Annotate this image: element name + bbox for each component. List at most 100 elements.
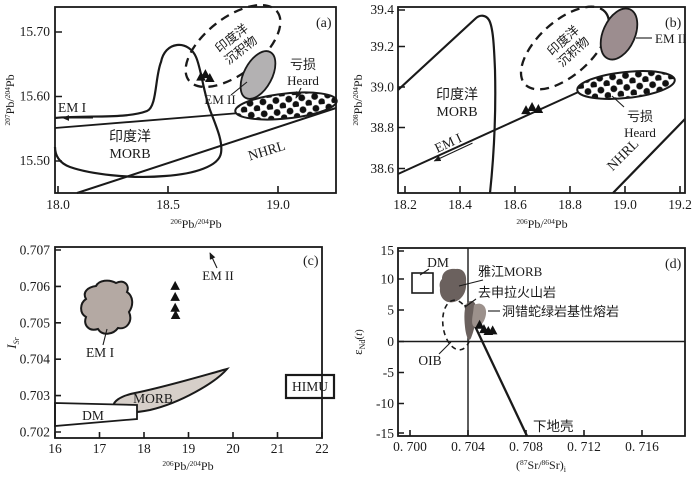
sample-triangle (196, 71, 206, 81)
em1-label: EM I (86, 345, 115, 360)
sample-triangle (533, 104, 544, 114)
plot-frame (397, 6, 686, 194)
x-tick-label: 16 (48, 441, 62, 456)
y-tick-label: 15 (381, 243, 395, 258)
indian-morb-field (53, 43, 223, 178)
y-axis-label: 208Pb/204Pb (351, 74, 365, 125)
panel-b: 印度洋 沉积物 EM II 亏损 Heard EM I 印度洋 MORB NHR… (351, 2, 692, 231)
heard-label-en: Heard (624, 125, 656, 140)
dm-label: DM (82, 408, 104, 423)
y-tick-label: 5 (387, 303, 394, 318)
y-tick-label: -5 (383, 365, 394, 380)
dm-field (411, 272, 434, 294)
oib-label: OIB (418, 353, 441, 368)
x-tick-label: 0. 700 (393, 439, 427, 454)
y-tick-label: -10 (376, 396, 394, 411)
sample-triangle (521, 105, 531, 115)
x-axis-label: 206Pb/204Pb (162, 459, 213, 473)
oib-leader-line (438, 341, 452, 355)
x-axis-ticks (54, 432, 323, 438)
x-axis-ticks (409, 430, 643, 436)
panel-tag: (b) (665, 16, 682, 31)
y-tick-label: 0.707 (20, 243, 51, 258)
em2-field (239, 50, 277, 100)
em2-leader-line (230, 81, 248, 96)
panel-tag: (a) (316, 16, 332, 31)
x-tick-label: 21 (271, 441, 285, 456)
y-axis-ticks (55, 31, 62, 162)
em1-field (80, 279, 134, 335)
panel-d: DM 雅江MORB OIB 下地壳 去申拉火山岩 洞错蛇绿岩基性熔岩 15 10… (350, 243, 686, 474)
heard-label-cn: 亏损 (290, 57, 316, 72)
heard-leader-line (611, 95, 625, 108)
y-axis-label: ISr (4, 336, 21, 349)
sample-triangle (170, 310, 181, 320)
heard-label-en: Heard (287, 73, 319, 88)
em1-label: EM I (58, 100, 87, 115)
y-axis-ticks (55, 249, 61, 433)
indian-sediment-label: 印度洋 沉积物 (544, 22, 592, 69)
y-tick-label: 0.703 (20, 388, 51, 403)
sample-points (521, 102, 544, 115)
sample-triangle (474, 319, 485, 329)
x-tick-label: 19.0 (266, 197, 290, 212)
sample-points (170, 280, 181, 320)
x-tick-label: 18.6 (503, 197, 527, 212)
panel-tag: (d) (665, 257, 682, 272)
y-tick-label: 0.704 (20, 352, 51, 367)
y-axis-ticks (398, 9, 405, 170)
y-tick-label: 15.60 (20, 89, 51, 104)
x-tick-label: 22 (315, 441, 329, 456)
x-tick-label: 18.0 (46, 197, 70, 212)
morb-label: MORB (133, 391, 173, 406)
qushenla-label: 去申拉火山岩 (478, 285, 556, 300)
heard-label-cn: 亏损 (627, 109, 653, 124)
y-tick-label: 39.2 (370, 39, 394, 54)
indian-sediment-field (519, 5, 611, 91)
sample-points (474, 319, 498, 336)
sample-triangle (170, 291, 180, 301)
y-tick-label: 38.8 (370, 120, 394, 135)
x-tick-label: 19.0 (613, 197, 637, 212)
x-tick-label: 17 (93, 441, 107, 456)
indian-morb-label-cn: 印度洋 (109, 129, 151, 145)
qushenla-field (464, 300, 477, 340)
y-tick-label: 0.706 (20, 279, 51, 294)
sample-triangle (205, 72, 215, 82)
indian-morb-label-en: MORB (436, 105, 477, 120)
y-tick-label: 0.705 (20, 315, 51, 330)
em2-label: EM II (202, 268, 233, 283)
x-tick-label: 19.2 (668, 197, 692, 212)
dm-label: DM (427, 255, 449, 270)
x-axis-ticks (57, 186, 279, 193)
x-tick-label: 0. 708 (509, 439, 543, 454)
indian-morb-field (397, 14, 497, 194)
x-tick-label: 0. 704 (451, 439, 485, 454)
qushenla-leader-line (464, 298, 477, 308)
dm-leader-line (419, 268, 430, 276)
x-tick-label: 18 (137, 441, 151, 456)
x-tick-label: 0. 716 (625, 439, 659, 454)
y-tick-label: 15.50 (20, 153, 51, 168)
x-tick-label: 18.2 (393, 197, 417, 212)
y-axis-label: εNd(t) (350, 329, 367, 355)
x-tick-label: 18.5 (156, 197, 180, 212)
em2-field (599, 7, 639, 61)
sample-triangle (527, 102, 537, 111)
sample-triangle (200, 69, 211, 79)
x-axis-ticks (404, 186, 681, 193)
x-axis-label: (87Sr/86Sr)i (516, 458, 567, 474)
x-tick-label: 19 (182, 441, 196, 456)
panel-tag: (c) (303, 254, 319, 269)
y-tick-label: 0 (387, 334, 394, 349)
dongcuo-field (472, 303, 487, 328)
y-tick-label: 39.0 (370, 80, 394, 95)
indian-morb-label-cn: 印度洋 (436, 87, 478, 103)
sample-triangle (170, 302, 180, 312)
em1-leader-line (102, 328, 108, 346)
x-axis-label: 206Pb/204Pb (516, 217, 567, 231)
panel-a: 印度洋 沉积物 EM II 亏损 Heard EM I 印度洋 MORB NHR… (3, 3, 338, 231)
y-axis-label: 207Pb/204Pb (3, 74, 17, 125)
y-tick-label: 38.6 (370, 161, 394, 176)
